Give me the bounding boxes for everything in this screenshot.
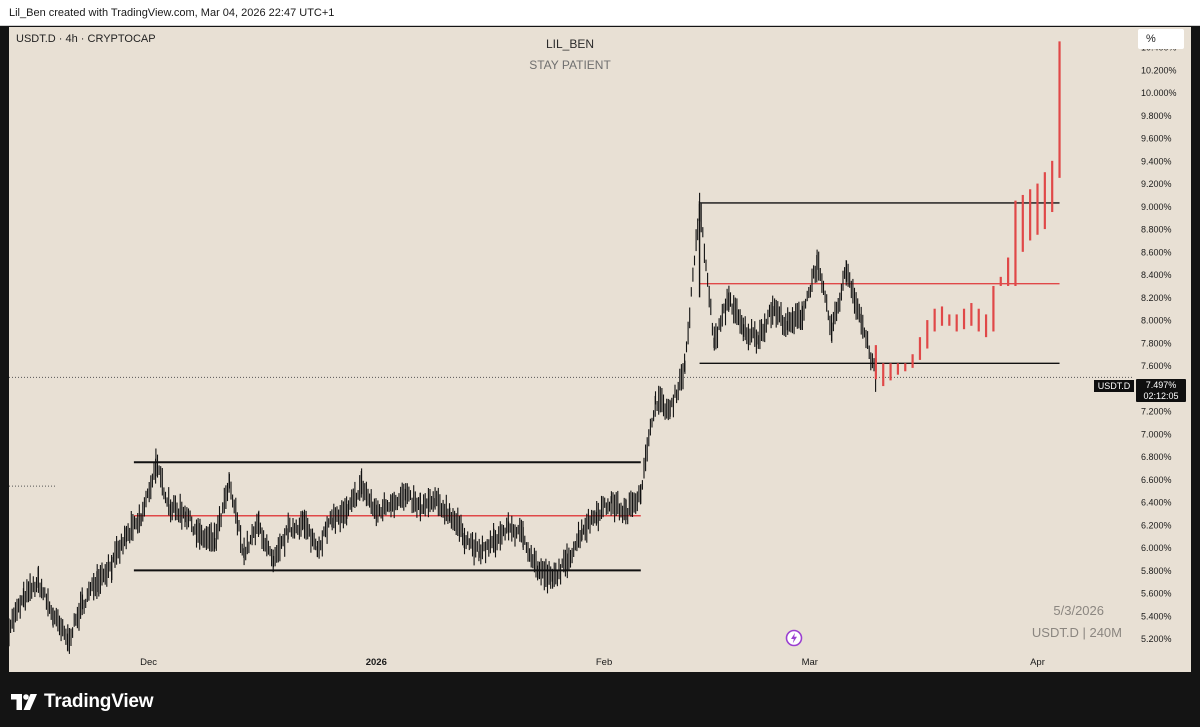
y-tick-label: 8.200% (1141, 293, 1172, 303)
x-tick-label: Apr (1030, 657, 1045, 668)
y-tick-label: 8.800% (1141, 225, 1172, 235)
bolt-icon[interactable] (785, 629, 803, 647)
brand-name: TradingView (44, 691, 154, 712)
horizontal-levels (9, 202, 1133, 572)
price-candles (8, 192, 877, 654)
y-tick-label: 6.800% (1141, 452, 1172, 462)
y-tick-label: 6.200% (1141, 520, 1172, 530)
watermark-symbol: USDT.D | 240M (1031, 625, 1122, 640)
tradingview-logo[interactable]: TradingView (11, 690, 154, 714)
chart-title: LIL_BEN (545, 37, 595, 51)
chart-subtitle: STAY PATIENT (529, 58, 611, 72)
credit-text: Lil_Ben created with TradingView.com, Ma… (9, 7, 335, 19)
symbol-info[interactable]: USDT.D · 4h · CRYPTOCAP (16, 33, 156, 45)
time-axis: Dec 2026 Feb Mar Apr (140, 657, 1045, 668)
y-tick-label: 9.000% (1141, 202, 1172, 212)
tradingview-logo-icon (11, 694, 37, 710)
y-tick-label: 8.000% (1141, 316, 1172, 326)
x-tick-label: 2026 (366, 657, 387, 668)
y-tick-label: 10.000% (1141, 88, 1177, 98)
y-tick-label: 10.200% (1141, 65, 1177, 75)
y-tick-label: 8.600% (1141, 247, 1172, 257)
y-tick-label: 9.200% (1141, 179, 1172, 189)
y-tick-label: 6.600% (1141, 475, 1172, 485)
top-credit-bar: Lil_Ben created with TradingView.com, Ma… (0, 0, 1200, 26)
y-tick-label: 7.200% (1141, 407, 1172, 417)
x-tick-label: Mar (802, 657, 818, 668)
percent-scale-button[interactable]: % (1138, 29, 1184, 49)
projection-bars (874, 41, 1061, 387)
watermark-date: 5/3/2026 (1053, 603, 1104, 618)
y-tick-label: 9.800% (1141, 111, 1172, 121)
y-tick-label: 7.000% (1141, 429, 1172, 439)
last-price-badge: 7.497% 02:12:05 (1136, 379, 1186, 402)
y-tick-label: 6.000% (1141, 543, 1172, 553)
y-tick-label: 5.400% (1141, 611, 1172, 621)
y-tick-label: 9.400% (1141, 156, 1172, 166)
y-tick-label: 5.600% (1141, 589, 1172, 599)
y-tick-label: 9.600% (1141, 134, 1172, 144)
x-tick-label: Dec (140, 657, 157, 668)
bar-countdown: 02:12:05 (1143, 391, 1179, 401)
y-tick-label: 5.800% (1141, 566, 1172, 576)
price-axis: 5.200% 5.400% 5.600% 5.800% 6.000% 6.200% 6.40… (1141, 43, 1177, 645)
y-tick-label: 7.600% (1141, 361, 1172, 371)
y-tick-label: 5.200% (1141, 634, 1172, 644)
y-tick-label: 8.400% (1141, 270, 1172, 280)
y-tick-label: 7.800% (1141, 338, 1172, 348)
y-tick-label: 6.400% (1141, 498, 1172, 508)
x-tick-label: Feb (596, 657, 612, 668)
chart-area[interactable] (9, 27, 1191, 672)
symbol-price-badge: USDT.D (1094, 380, 1134, 392)
last-price-value: 7.497% (1145, 380, 1177, 390)
